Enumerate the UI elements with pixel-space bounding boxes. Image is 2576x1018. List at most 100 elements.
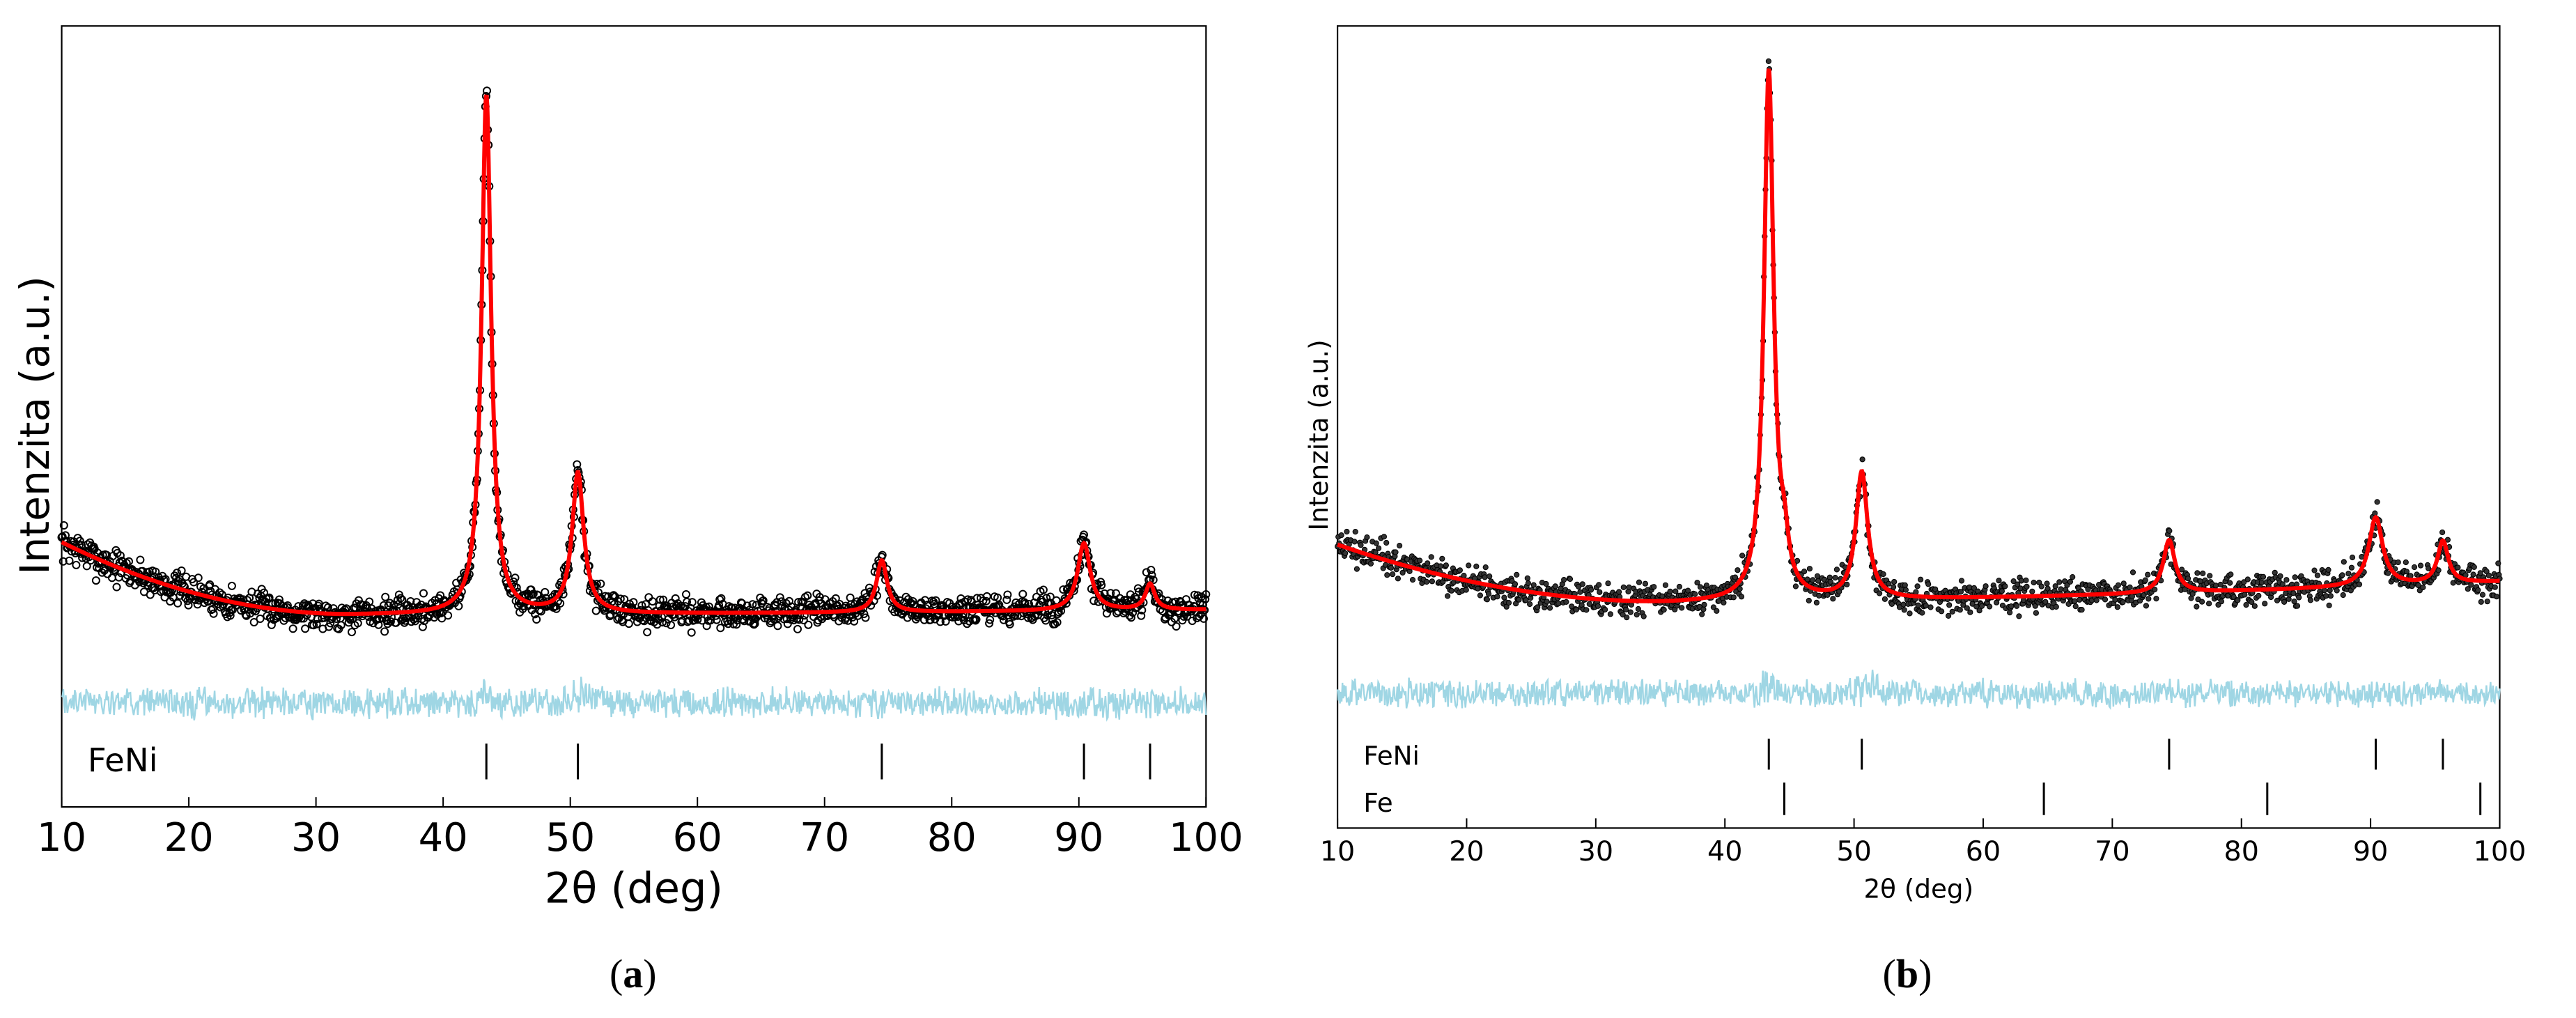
observed-point: [1126, 613, 1135, 622]
observed-point: [1810, 577, 1816, 583]
observed-point: [1577, 589, 1583, 595]
observed-point: [1425, 560, 1431, 566]
observed-point: [1457, 567, 1463, 573]
observed-point: [1634, 612, 1640, 618]
observed-point: [1586, 601, 1592, 608]
observed-point: [1448, 587, 1454, 594]
observed-point: [1967, 609, 1973, 615]
observed-point: [1620, 612, 1626, 618]
observed-point: [2206, 601, 2212, 607]
x-tick-label: 80: [927, 815, 977, 861]
observed-point: [2199, 599, 2205, 605]
observed-point: [2495, 560, 2501, 566]
observed-point: [667, 621, 676, 629]
plot-frame: [1336, 25, 2501, 829]
observed-point: [1792, 583, 1799, 589]
observed-point: [624, 619, 633, 628]
observed-point: [2258, 579, 2265, 585]
observed-point: [2023, 577, 2029, 584]
x-tick-label: 50: [1836, 835, 1871, 867]
observed-point: [861, 613, 870, 622]
observed-point: [2340, 592, 2346, 599]
observed-point: [1969, 601, 1976, 607]
observed-point: [249, 618, 258, 626]
observed-point: [1373, 540, 1379, 546]
observed-point: [1200, 614, 1208, 623]
observed-point: [926, 615, 935, 624]
observed-point: [199, 584, 208, 593]
observed-point: [1131, 592, 1140, 601]
observed-point: [1505, 600, 1512, 606]
observed-point: [1694, 580, 1700, 586]
observed-point: [82, 562, 91, 571]
observed-point: [1830, 596, 1836, 602]
observed-point: [1561, 577, 1567, 583]
observed-point: [1973, 603, 1980, 610]
caption-paren-open: (: [1883, 951, 1896, 996]
observed-point: [777, 597, 786, 606]
observed-point: [1376, 545, 1382, 551]
observed-point: [750, 619, 759, 628]
observed-point: [381, 592, 390, 601]
observed-point: [2465, 586, 2471, 592]
observed-point: [752, 601, 761, 610]
observed-point: [2024, 583, 2030, 590]
observed-point: [748, 600, 757, 609]
observed-point: [2468, 582, 2474, 588]
observed-point: [2093, 597, 2100, 603]
observed-point: [1053, 618, 1062, 627]
observed-point: [2277, 573, 2283, 579]
observed-point: [1642, 580, 1648, 587]
observed-point: [1635, 606, 1641, 612]
observed-point: [1597, 589, 1603, 595]
observed-point: [1996, 578, 2002, 584]
caption-paren-close: ): [1918, 951, 1932, 996]
plot-frame: [61, 25, 1207, 808]
observed-point: [2420, 584, 2426, 591]
observed-point: [1957, 607, 1963, 613]
observed-point: [2235, 597, 2241, 603]
observed-point: [688, 598, 697, 607]
observed-point: [2142, 577, 2148, 583]
observed-point: [1721, 599, 1727, 606]
observed-point: [2348, 564, 2354, 571]
observed-point: [2242, 592, 2248, 598]
x-tick-label: 40: [1707, 835, 1742, 867]
observed-point: [2321, 587, 2327, 594]
observed-point: [1949, 608, 1955, 615]
observed-point: [2291, 599, 2297, 605]
observed-point: [1814, 573, 1821, 579]
observed-point: [2115, 582, 2121, 588]
observed-point: [671, 594, 680, 603]
x-tick-label: 70: [2095, 835, 2129, 867]
observed-point: [931, 596, 940, 605]
observed-point: [2374, 499, 2380, 505]
observed-point: [743, 601, 752, 610]
observed-point: [1524, 575, 1530, 582]
observed-point: [2112, 596, 2118, 603]
observed-point: [1172, 622, 1181, 631]
observed-point: [1555, 601, 1562, 607]
observed-point: [2014, 603, 2020, 609]
observed-point: [1563, 599, 1569, 606]
observed-point: [1043, 610, 1052, 619]
observed-point: [2029, 588, 2035, 594]
observed-point: [1900, 601, 1907, 608]
observed-point: [1535, 604, 1541, 610]
x-tick-label: 30: [1578, 835, 1613, 867]
observed-point: [655, 595, 665, 604]
observed-point: [2241, 579, 2247, 585]
observed-point: [215, 588, 224, 597]
observed-point: [177, 566, 186, 575]
observed-point: [274, 595, 284, 604]
observed-point: [1640, 613, 1647, 619]
observed-point: [1384, 572, 1390, 578]
observed-point: [2152, 586, 2158, 593]
observed-point: [1806, 566, 1813, 572]
observed-point: [2053, 603, 2059, 610]
observed-point: [662, 619, 671, 628]
observed-point: [702, 622, 711, 631]
observed-point: [1902, 582, 1908, 589]
observed-point: [1525, 580, 1531, 587]
